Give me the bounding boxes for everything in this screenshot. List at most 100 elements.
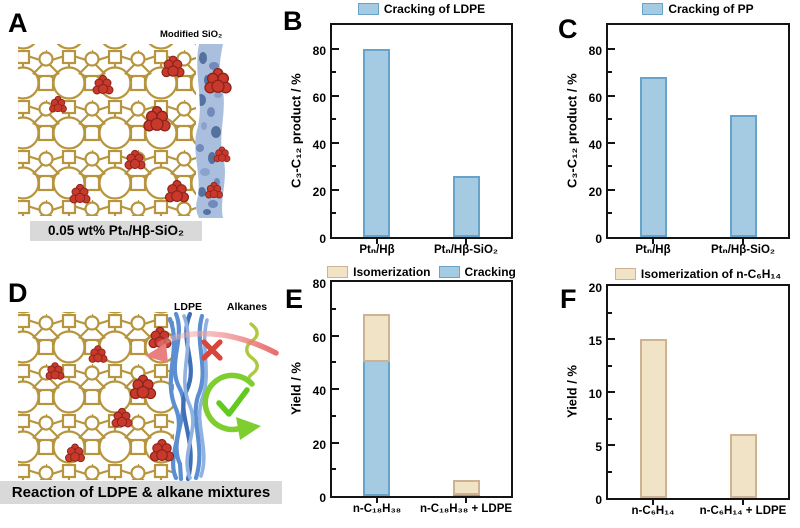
y-tick-label: 80 [312, 43, 326, 58]
y-tick-label: 0 [319, 232, 326, 246]
y-minor-tick [608, 470, 612, 473]
x-tick [742, 500, 744, 505]
y-minor-tick [332, 307, 336, 310]
bar-B-1-Cracking of LDPE [363, 48, 390, 237]
legend-swatch-tan [327, 266, 349, 278]
legend-item: Isomerization of n-C₆H₁₄ [614, 267, 782, 281]
panel-a-diagram: A Modified SiO₂ 0.05 wt% Ptₙ/Hβ-SiO₂ [0, 0, 280, 264]
y-tick-label: 60 [312, 90, 326, 105]
legend-item: Cracking of LDPE [357, 2, 486, 16]
x-category-label: Ptₙ/Hβ-SiO₂ [433, 244, 499, 256]
y-minor-tick [332, 71, 336, 74]
bar-B-2-Cracking of LDPE [453, 175, 480, 237]
legend: Isomerization Cracking [324, 265, 519, 279]
legend-item: Cracking of PP [642, 2, 754, 16]
x-tick [376, 498, 378, 503]
plot-area-f: 0 5 10 15 20 n-C₆H₁₄ n-C₆H₁₄ + LDPE [589, 282, 790, 517]
zeolite-sio2-illustration [18, 44, 232, 218]
y-minor-tick [608, 165, 612, 168]
y-minor-tick [332, 212, 336, 215]
y-major-tick [332, 334, 339, 337]
ldpe-alkane-illustration [18, 311, 279, 482]
legend-item: Isomerization [327, 265, 431, 279]
x-tick [652, 239, 654, 244]
y-tick-label: 40 [312, 137, 326, 152]
y-major-tick [332, 47, 339, 50]
allowed-arrow [202, 372, 261, 440]
y-tick-label: 40 [588, 137, 602, 152]
y-tick-label: 0 [595, 493, 602, 507]
y-axis-label: Yield / % [564, 365, 580, 419]
y-minor-tick [608, 118, 612, 121]
y-tick-label: 80 [312, 277, 326, 291]
panel-e-chart: E Isomerization Cracking Yield / % 0 20 40 6… [280, 264, 530, 528]
bar-F-2-Isomerization of n-C₆H₁₄ [730, 434, 757, 498]
panel-letter-e: E [285, 284, 304, 314]
y-axis-label: C₃-C₁₂ product / % [564, 73, 580, 189]
panel-letter-f: F [560, 284, 577, 314]
y-minor-tick [608, 311, 612, 314]
legend-label: Isomerization [353, 265, 431, 279]
y-major-tick [332, 188, 339, 191]
y-major-tick [608, 141, 615, 144]
legend: Cracking of LDPE [330, 2, 513, 16]
y-major-tick [608, 391, 615, 393]
y-minor-tick [332, 118, 336, 121]
bar-C-1-Cracking of PP [640, 76, 667, 237]
y-tick-label: 20 [588, 184, 602, 199]
y-tick-label: 5 [595, 440, 602, 454]
y-minor-tick [332, 468, 336, 471]
bar-E-2-Isomerization [453, 479, 480, 496]
x-tick [465, 498, 467, 503]
x-category-label: Ptₙ/Hβ [635, 244, 671, 256]
x-tick [742, 239, 744, 244]
y-major-tick [332, 94, 339, 97]
legend-label: Isomerization of n-C₆H₁₄ [640, 267, 782, 281]
alkane-squiggle [245, 322, 259, 387]
bar-E-1-Isomerization [363, 314, 390, 362]
y-major-tick [332, 141, 339, 144]
y-minor-tick [332, 361, 336, 364]
plot-area-c: 0 20 40 60 80 Ptₙ/Hβ Ptₙ/Hβ-SiO₂ [589, 23, 790, 256]
y-tick-label: 60 [312, 330, 326, 345]
y-major-tick [332, 441, 339, 444]
legend-label: Cracking of LDPE [383, 2, 486, 16]
y-tick-label: 20 [312, 184, 326, 199]
legend-swatch-blue [438, 266, 460, 278]
panel-a-caption: 0.05 wt% Ptₙ/Hβ-SiO₂ [30, 221, 202, 241]
x-category-label: n-C₁₈H₃₈ + LDPE [419, 503, 513, 515]
y-minor-tick [608, 364, 612, 367]
legend-swatch-blue [642, 3, 664, 15]
blocked-arrow [145, 330, 279, 363]
legend-swatch-tan [614, 268, 636, 280]
y-tick-label: 40 [312, 384, 326, 398]
y-tick-label: 80 [588, 43, 602, 58]
panel-c-chart: C Cracking of PP C₃-C₁₂ product / % 0 20 4… [530, 0, 800, 264]
panel-d-diagram: D LDPE Alkanes Reaction of LDPE & alkane… [0, 264, 285, 528]
y-minor-tick [332, 414, 336, 417]
y-tick-label: 15 [588, 334, 602, 348]
x-tick [376, 239, 378, 244]
y-major-tick [608, 338, 615, 340]
bar-F-1-Isomerization of n-C₆H₁₄ [640, 339, 667, 498]
panel-letter-d: D [8, 278, 28, 308]
legend: Cracking of PP [606, 2, 790, 16]
bar-E-1-Cracking [363, 359, 390, 496]
x-tick [652, 500, 654, 505]
legend-swatch-blue [357, 3, 379, 15]
panel-d-caption: Reaction of LDPE & alkane mixtures [0, 481, 282, 504]
legend: Isomerization of n-C₆H₁₄ [606, 267, 790, 281]
panel-f-chart: F Isomerization of n-C₆H₁₄ Yield / % 0 5 1… [530, 264, 800, 528]
x-category-label: Ptₙ/Hβ-SiO₂ [710, 244, 776, 256]
y-major-tick [608, 47, 615, 50]
cross-icon [201, 339, 223, 361]
alkanes-label: Alkanes [226, 301, 268, 313]
modified-sio2-label: Modified SiO₂ [160, 29, 223, 40]
check-icon [216, 387, 250, 417]
bar-C-2-Cracking of PP [730, 114, 757, 237]
y-tick-label: 60 [588, 90, 602, 105]
y-major-tick [608, 94, 615, 97]
y-tick-label: 0 [595, 232, 602, 246]
panel-letter-b: B [283, 6, 303, 36]
y-axis-label: C₃-C₁₂ product / % [288, 73, 304, 189]
